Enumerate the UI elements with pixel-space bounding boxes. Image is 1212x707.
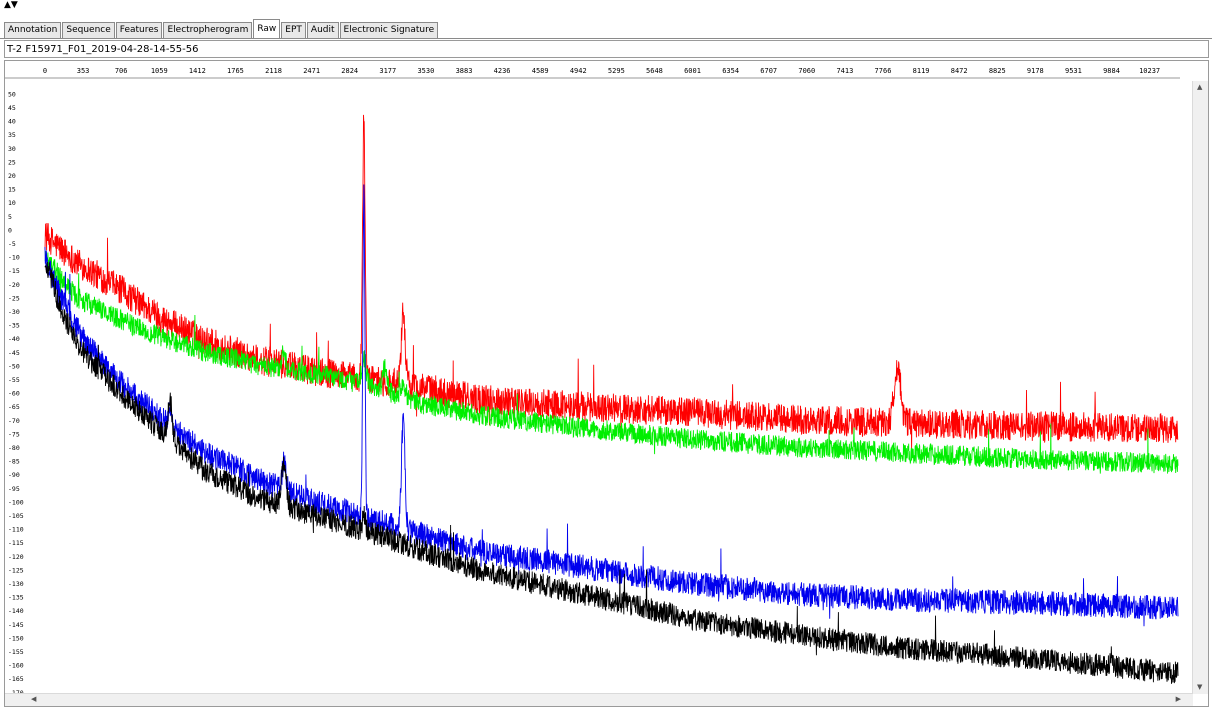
raw-trace-plot: 0 353 706 1059 1412 1765 2118 2471 2824 3177 3530 3… (5, 67, 1180, 697)
scroll-down-icon[interactable]: ▼ (1197, 683, 1203, 691)
y-tick-label: 5 (8, 213, 12, 221)
x-tick-label: 3177 (379, 67, 396, 75)
x-tick-label: 706 (115, 67, 128, 75)
y-tick-label: -60 (8, 390, 20, 398)
x-tick-label: 6354 (722, 67, 739, 75)
scroll-left-icon[interactable]: ◀ (31, 695, 37, 703)
trace-line-1 (44, 251, 1179, 474)
y-tick-label: 35 (8, 131, 16, 139)
trace-line-0 (44, 114, 1179, 451)
y-tick-label: -15 (8, 267, 20, 275)
x-tick-label: 353 (77, 67, 90, 75)
tab-electronic-signature[interactable]: Electronic Signature (339, 22, 439, 38)
x-tick-label: 1412 (189, 67, 206, 75)
x-tick-label: 2471 (303, 67, 320, 75)
x-tick-label: 3883 (456, 67, 473, 75)
y-tick-label: -25 (8, 294, 20, 302)
scroll-up-icon[interactable]: ▲ (1197, 83, 1203, 91)
x-tick-label: 2118 (265, 67, 282, 75)
x-tick-label: 4942 (570, 67, 587, 75)
x-tick-label: 4236 (494, 67, 511, 75)
y-tick-label: -155 (8, 648, 24, 656)
y-tick-label: -115 (8, 539, 24, 547)
y-tick-label: -145 (8, 621, 24, 629)
trace-line-2 (44, 184, 1179, 627)
tab-raw[interactable]: Raw (253, 19, 281, 38)
y-tick-label: 0 (8, 226, 12, 234)
x-tick-label: 6001 (684, 67, 701, 75)
y-tick-label: -75 (8, 430, 20, 438)
y-tick-label: -150 (8, 634, 24, 642)
y-tick-label: -105 (8, 512, 24, 520)
y-tick-label: -110 (8, 526, 24, 534)
y-tick-label: 45 (8, 104, 16, 112)
y-tick-label: 40 (8, 118, 16, 126)
x-tick-label: 9884 (1103, 67, 1120, 75)
y-tick-label: -95 (8, 485, 20, 493)
y-tick-label: -120 (8, 553, 24, 561)
y-tick-label: 15 (8, 186, 16, 194)
y-tick-label: 25 (8, 158, 16, 166)
x-tick-label: 1059 (151, 67, 168, 75)
y-tick-label: 10 (8, 199, 16, 207)
x-tick-label: 5648 (646, 67, 663, 75)
x-tick-label: 1765 (227, 67, 244, 75)
y-tick-label: -160 (8, 662, 24, 670)
horizontal-scrollbar[interactable]: ◀ ▶ (5, 693, 1193, 706)
tab-divider (0, 38, 1212, 39)
x-tick-label: 7413 (836, 67, 853, 75)
tab-electropherogram[interactable]: Electropherogram (163, 22, 253, 38)
y-tick-label: -35 (8, 322, 20, 330)
x-tick-label: 5295 (608, 67, 625, 75)
y-tick-label: -30 (8, 308, 20, 316)
y-tick-label: -165 (8, 675, 24, 683)
x-tick-label: 7060 (798, 67, 815, 75)
tab-sequence[interactable]: Sequence (62, 22, 115, 38)
x-tick-label: 2824 (341, 67, 358, 75)
x-tick-label: 4589 (532, 67, 549, 75)
x-tick-label: 9178 (1027, 67, 1044, 75)
y-tick-label: -10 (8, 254, 20, 262)
tab-ept[interactable]: EPT (281, 22, 306, 38)
x-tick-label: 9531 (1065, 67, 1082, 75)
y-tick-label: 50 (8, 90, 16, 98)
y-tick-label: -140 (8, 607, 24, 615)
x-tick-label: 8825 (989, 67, 1006, 75)
y-tick-label: -45 (8, 349, 20, 357)
y-tick-label: -20 (8, 281, 20, 289)
x-tick-label: 0 (43, 67, 47, 75)
y-tick-label: -85 (8, 458, 20, 466)
tab-bar: Annotation Sequence Features Electropher… (4, 19, 439, 38)
scroll-right-icon[interactable]: ▶ (1175, 695, 1181, 703)
y-tick-label: -5 (8, 240, 16, 248)
y-tick-label: -170 (8, 689, 24, 697)
x-tick-label: 8472 (951, 67, 968, 75)
y-tick-label: -65 (8, 403, 20, 411)
x-tick-label: 3530 (417, 67, 434, 75)
y-tick-label: -130 (8, 580, 24, 588)
tab-annotation[interactable]: Annotation (4, 22, 62, 38)
x-tick-label: 6707 (760, 67, 777, 75)
y-tick-label: -55 (8, 376, 20, 384)
y-tick-label: -40 (8, 335, 20, 343)
y-tick-label: -135 (8, 594, 24, 602)
y-tick-label: -90 (8, 471, 20, 479)
y-tick-label: -70 (8, 417, 20, 425)
y-tick-label: -80 (8, 444, 20, 452)
vertical-scrollbar[interactable]: ▲ ▼ (1192, 81, 1208, 694)
y-tick-label: 20 (8, 172, 16, 180)
collapse-toggle-icon[interactable]: ▲▼ (4, 0, 18, 10)
sample-title: T-2 F15971_F01_2019-04-28-14-55-56 (4, 40, 1209, 58)
x-tick-label: 7766 (875, 67, 892, 75)
y-tick-label: 30 (8, 145, 16, 153)
x-tick-label: 8119 (913, 67, 930, 75)
raw-data-panel: 0 353 706 1059 1412 1765 2118 2471 2824 3177 3530 3… (4, 60, 1209, 707)
trace-line-3 (44, 261, 1179, 684)
y-tick-label: -125 (8, 566, 24, 574)
tab-audit[interactable]: Audit (306, 22, 339, 38)
x-tick-label: 10237 (1139, 67, 1160, 75)
tab-features[interactable]: Features (115, 22, 163, 38)
y-tick-label: -50 (8, 362, 20, 370)
y-tick-label: -100 (8, 498, 24, 506)
